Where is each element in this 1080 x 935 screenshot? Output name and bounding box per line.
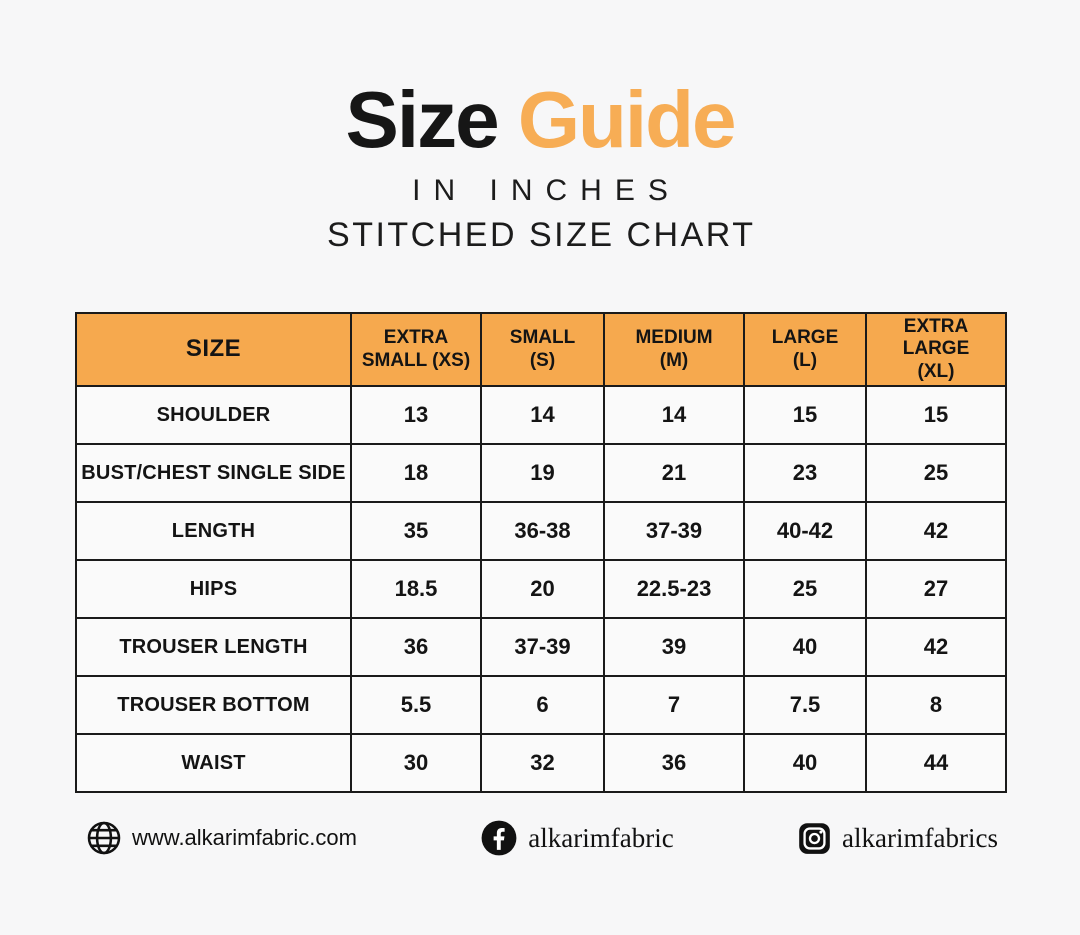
size-value-cell: 39 [603, 617, 745, 678]
size-value-cell: 18 [350, 443, 482, 504]
column-header-xl: EXTRA LARGE (XL) [865, 311, 1007, 388]
title-word-size: Size [345, 75, 500, 164]
size-value-cell: 37-39 [480, 617, 605, 678]
size-value-cell: 6 [480, 675, 605, 736]
size-value-cell: 40-42 [743, 501, 867, 562]
website-link[interactable]: www.alkarimfabric.com [86, 820, 357, 856]
table-row-hips: HIPS 18.5 20 22.5-23 25 27 [75, 559, 1007, 620]
website-label: www.alkarimfabric.com [132, 825, 357, 850]
size-value-cell: 22.5-23 [603, 559, 745, 620]
size-value-cell: 35 [350, 501, 482, 562]
instagram-icon [797, 821, 832, 856]
size-value-cell: 19 [480, 443, 605, 504]
size-value-cell: 18.5 [350, 559, 482, 620]
table-row-trouser-bottom: TROUSER BOTTOM 5.5 6 7 7.5 8 [75, 675, 1007, 736]
row-label: BUST/CHEST SINGLE SIDE [75, 443, 352, 504]
column-header-s: SMALL (S) [480, 311, 605, 388]
size-value-cell: 14 [480, 385, 605, 446]
size-value-cell: 40 [743, 617, 867, 678]
units-label: IN INCHES [412, 174, 681, 207]
column-header-xs: EXTRA SMALL (XS) [350, 311, 482, 388]
title-word-guide: Guide [517, 75, 737, 164]
table-row-bust-chest: BUST/CHEST SINGLE SIDE 18 19 21 23 25 [75, 443, 1007, 504]
size-value-cell: 21 [603, 443, 745, 504]
row-label: HIPS [75, 559, 352, 620]
size-value-cell: 40 [743, 733, 867, 794]
instagram-label: alkarimfabrics [842, 822, 998, 853]
size-value-cell: 42 [865, 617, 1007, 678]
facebook-link[interactable]: alkarimfabric [480, 819, 674, 857]
row-label: WAIST [75, 733, 352, 794]
size-value-cell: 27 [865, 559, 1007, 620]
size-value-cell: 36 [603, 733, 745, 794]
size-value-cell: 7.5 [743, 675, 867, 736]
column-header-m: MEDIUM (M) [603, 311, 745, 388]
size-value-cell: 37-39 [603, 501, 745, 562]
footer: www.alkarimfabric.com alkarimfabric alka… [0, 810, 1080, 866]
size-value-cell: 23 [743, 443, 867, 504]
size-value-cell: 15 [743, 385, 867, 446]
size-value-cell: 20 [480, 559, 605, 620]
size-value-cell: 36-38 [480, 501, 605, 562]
table-row-length: LENGTH 35 36-38 37-39 40-42 42 [75, 501, 1007, 562]
page-title: Size Guide [0, 80, 1080, 160]
column-header-l: LARGE (L) [743, 311, 867, 388]
size-value-cell: 30 [350, 733, 482, 794]
size-value-cell: 36 [350, 617, 482, 678]
size-value-cell: 5.5 [350, 675, 482, 736]
size-value-cell: 44 [865, 733, 1007, 794]
column-header-size: SIZE [75, 311, 352, 388]
row-label: LENGTH [75, 501, 352, 562]
table-row-shoulder: SHOULDER 13 14 14 15 15 [75, 385, 1007, 446]
size-value-cell: 25 [743, 559, 867, 620]
table-row-waist: WAIST 30 32 36 40 44 [75, 733, 1007, 794]
facebook-icon [480, 819, 518, 857]
size-value-cell: 8 [865, 675, 1007, 736]
chart-type-label: STITCHED SIZE CHART [327, 216, 756, 254]
instagram-link[interactable]: alkarimfabrics [797, 821, 998, 856]
size-chart-table: SIZE EXTRA SMALL (XS) SMALL (S) MEDIUM (… [75, 311, 1007, 794]
row-label: SHOULDER [75, 385, 352, 446]
size-value-cell: 42 [865, 501, 1007, 562]
size-value-cell: 13 [350, 385, 482, 446]
globe-icon [86, 820, 122, 856]
size-value-cell: 25 [865, 443, 1007, 504]
size-value-cell: 15 [865, 385, 1007, 446]
size-value-cell: 14 [603, 385, 745, 446]
size-value-cell: 7 [603, 675, 745, 736]
table-row-trouser-length: TROUSER LENGTH 36 37-39 39 40 42 [75, 617, 1007, 678]
size-value-cell: 32 [480, 733, 605, 794]
row-label: TROUSER LENGTH [75, 617, 352, 678]
table-header-row: SIZE EXTRA SMALL (XS) SMALL (S) MEDIUM (… [75, 311, 1007, 388]
row-label: TROUSER BOTTOM [75, 675, 352, 736]
facebook-label: alkarimfabric [528, 822, 674, 853]
